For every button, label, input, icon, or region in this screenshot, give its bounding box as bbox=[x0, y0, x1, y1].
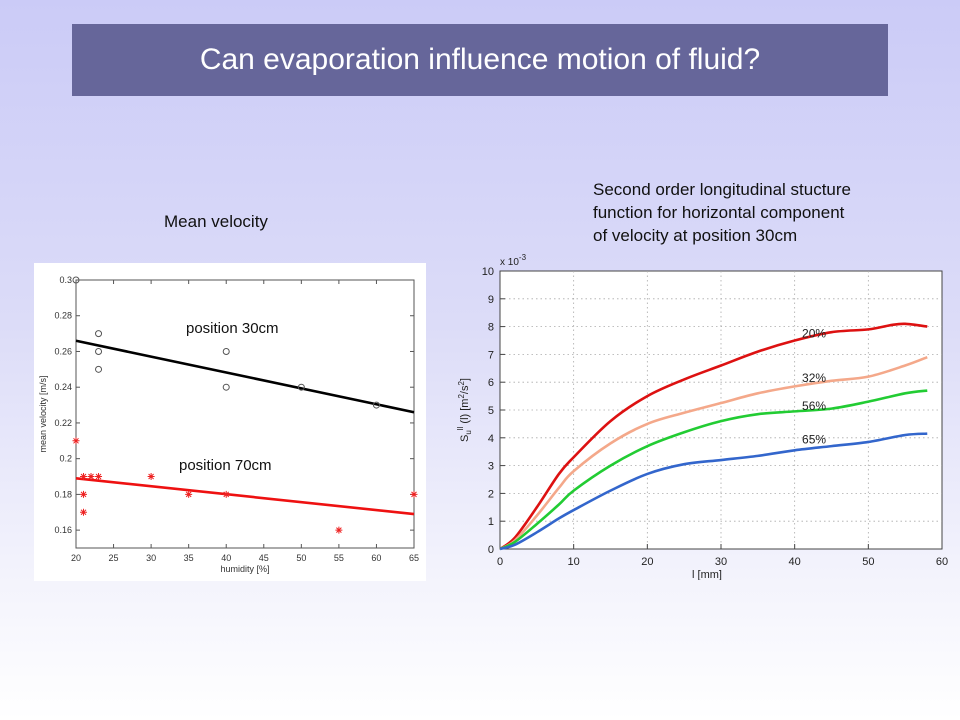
data-point bbox=[95, 347, 103, 355]
structure-function-chart-panel: 0 10 20 30 40 50 60 0 1 2 3 4 5 6 7 8 9 10 x 10-3 l [mm] Sul… bbox=[452, 250, 952, 581]
y-tick-label: 7 bbox=[488, 349, 494, 361]
series-label: 32% bbox=[802, 371, 826, 385]
y-tick-label: 0.3 bbox=[59, 275, 72, 285]
x-tick-label: 0 bbox=[497, 556, 503, 568]
scale-note: x 10-3 bbox=[500, 253, 527, 268]
series-line bbox=[499, 322, 928, 551]
data-point bbox=[95, 330, 103, 338]
x-tick-label: 50 bbox=[296, 553, 306, 563]
y-axis-label: mean velocity [m/s] bbox=[38, 375, 48, 452]
data-point bbox=[80, 508, 88, 516]
data-point bbox=[80, 490, 88, 498]
data-point bbox=[410, 490, 418, 498]
y-tick-label: 0.26 bbox=[54, 346, 72, 356]
data-point bbox=[222, 490, 230, 498]
x-tick-label: 60 bbox=[936, 556, 948, 568]
data-point bbox=[95, 473, 103, 481]
data-point bbox=[297, 383, 305, 391]
data-point bbox=[222, 347, 230, 355]
x-tick-label: 65 bbox=[409, 553, 419, 563]
y-tick-label: 0.28 bbox=[54, 311, 72, 321]
series-line bbox=[499, 355, 928, 551]
y-tick-label: 2 bbox=[488, 488, 494, 500]
y-tick-label: 0.16 bbox=[54, 525, 72, 535]
x-axis-label: humidity [%] bbox=[220, 564, 269, 574]
y-tick-label: 0 bbox=[488, 544, 494, 556]
x-tick-label: 25 bbox=[109, 553, 119, 563]
caption-line: function for horizontal component bbox=[593, 203, 845, 222]
x-tick-label: 45 bbox=[259, 553, 269, 563]
x-tick-label: 20 bbox=[641, 556, 653, 568]
x-tick-label: 30 bbox=[715, 556, 727, 568]
caption-line: Second order longitudinal stucture bbox=[593, 180, 851, 199]
data-point bbox=[222, 383, 230, 391]
data-point bbox=[87, 473, 95, 481]
slide-title: Can evaporation influence motion of flui… bbox=[199, 43, 761, 76]
series-label: 20% bbox=[802, 327, 826, 341]
x-tick-label: 30 bbox=[146, 553, 156, 563]
y-tick-label: 0.22 bbox=[54, 418, 72, 428]
x-tick-label: 35 bbox=[184, 553, 194, 563]
y-tick-label: 5 bbox=[488, 405, 494, 417]
data-point bbox=[185, 490, 193, 498]
left-chart-caption: Mean velocity bbox=[164, 212, 268, 231]
data-point bbox=[372, 401, 380, 409]
data-point bbox=[80, 473, 88, 481]
mean-velocity-chart: 20 25 30 35 40 45 50 55 60 65 0.16 0.18 0.2 0.22 0.24 0… bbox=[38, 275, 419, 574]
series-label: 56% bbox=[802, 399, 826, 413]
data-point bbox=[147, 473, 155, 481]
y-tick-label: 9 bbox=[488, 294, 494, 306]
y-tick-label: 0.24 bbox=[54, 382, 72, 392]
plot-frame bbox=[75, 279, 415, 549]
y-axis-label: Sull (l) [m2/s2] bbox=[456, 378, 473, 442]
x-tick-label: 60 bbox=[371, 553, 381, 563]
series-label: 65% bbox=[802, 432, 826, 446]
y-tick-label: 3 bbox=[488, 461, 494, 473]
structure-function-chart: 0 10 20 30 40 50 60 0 1 2 3 4 5 6 7 8 9 10 x 10-3 l [mm] Sul… bbox=[456, 253, 948, 581]
data-point bbox=[335, 526, 343, 534]
caption-line: of velocity at position 30cm bbox=[593, 226, 798, 245]
series-line bbox=[499, 389, 928, 551]
x-tick-label: 40 bbox=[221, 553, 231, 563]
data-point bbox=[72, 276, 80, 284]
series-label: position 30cm bbox=[186, 320, 279, 337]
x-tick-label: 40 bbox=[789, 556, 801, 568]
y-tick-label: 6 bbox=[488, 377, 494, 389]
x-tick-label: 55 bbox=[334, 553, 344, 563]
fit-line bbox=[75, 477, 415, 516]
x-tick-label: 20 bbox=[71, 553, 81, 563]
title-bar: Can evaporation influence motion of flui… bbox=[72, 24, 888, 96]
data-point bbox=[95, 365, 103, 373]
mean-velocity-chart-panel: 20 25 30 35 40 45 50 55 60 65 0.16 0.18 0.2 0.22 0.24 0… bbox=[34, 263, 426, 581]
y-tick-label: 1 bbox=[488, 516, 494, 528]
series-line bbox=[499, 432, 928, 551]
fit-line bbox=[75, 339, 415, 414]
y-tick-label: 0.2 bbox=[59, 454, 72, 464]
y-tick-label: 10 bbox=[482, 266, 494, 278]
y-tick-label: 4 bbox=[488, 433, 494, 445]
x-axis-label: l [mm] bbox=[692, 569, 722, 580]
right-chart-caption: Second order longitudinal stucture funct… bbox=[593, 178, 933, 247]
data-point bbox=[72, 437, 80, 445]
series-label: position 70cm bbox=[179, 457, 272, 474]
y-tick-label: 8 bbox=[488, 322, 494, 334]
x-tick-label: 10 bbox=[568, 556, 580, 568]
y-tick-label: 0.18 bbox=[54, 489, 72, 499]
x-tick-label: 50 bbox=[862, 556, 874, 568]
